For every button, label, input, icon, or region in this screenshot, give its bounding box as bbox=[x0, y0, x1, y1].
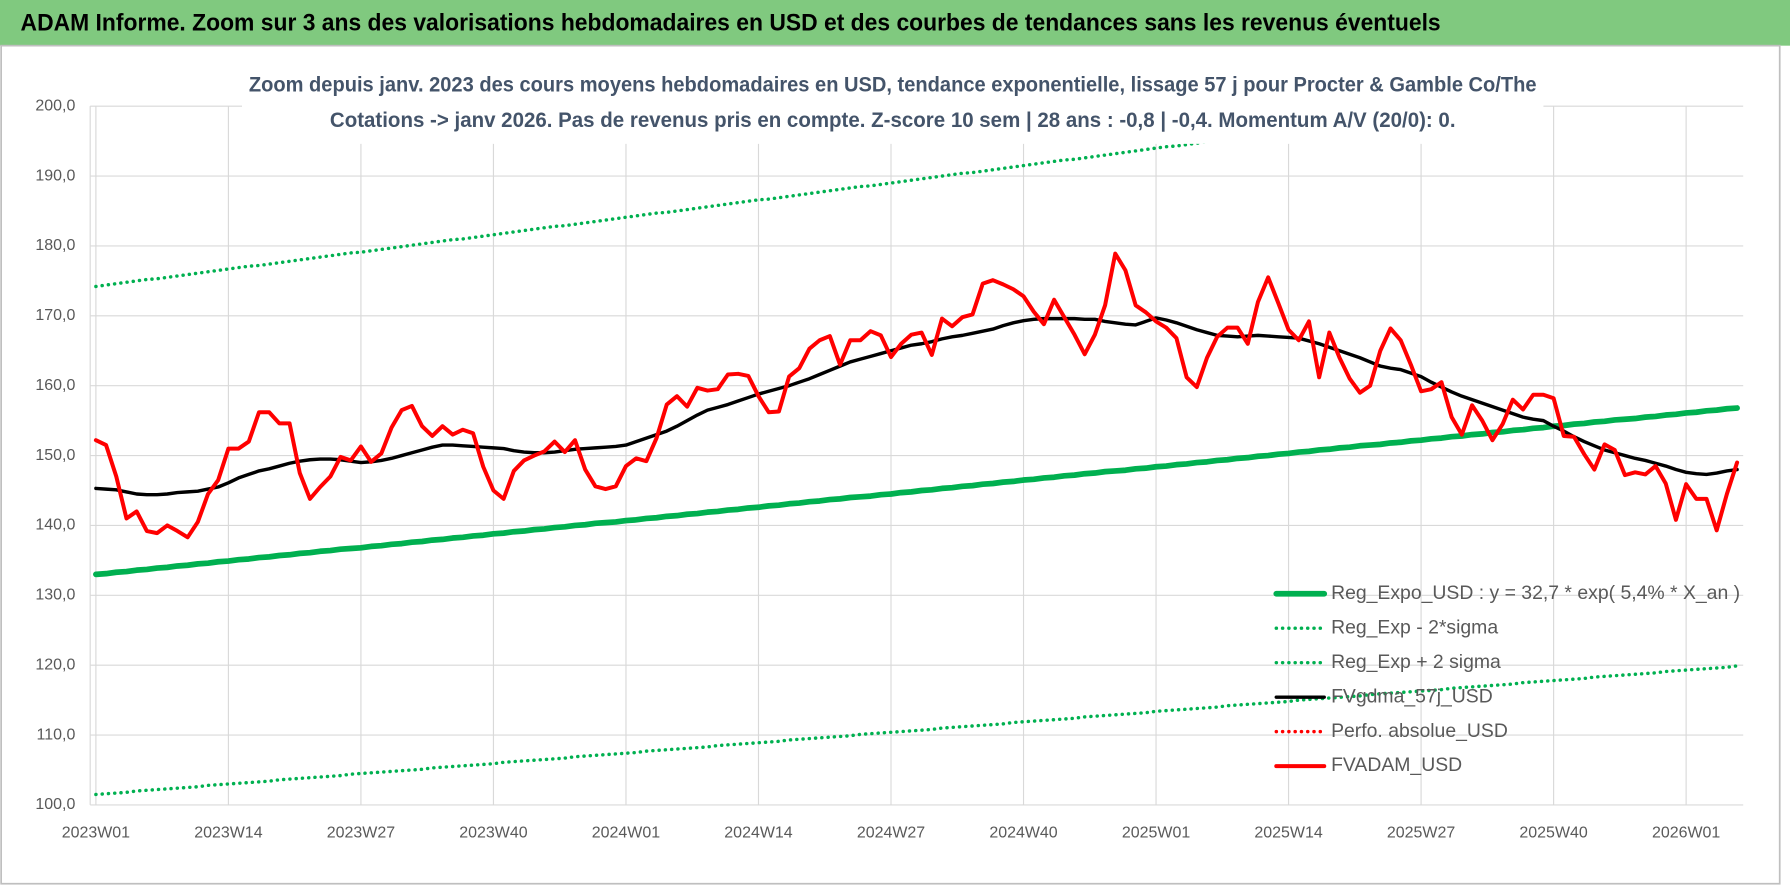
y-tick-label: 200,0 bbox=[35, 97, 75, 114]
legend-label: FVgdma_57j_USD bbox=[1331, 685, 1493, 707]
x-tick-label: 2025W01 bbox=[1122, 825, 1190, 842]
legend-label: Reg_Expo_USD : y = 32,7 * exp( 5,4% * X_… bbox=[1331, 582, 1740, 604]
y-tick-label: 120,0 bbox=[35, 656, 75, 673]
legend-label: FVADAM_USD bbox=[1331, 754, 1462, 776]
title-box bbox=[242, 66, 1544, 144]
y-tick-label: 100,0 bbox=[35, 796, 75, 813]
y-tick-label: 150,0 bbox=[35, 447, 75, 464]
y-tick-label: 180,0 bbox=[35, 237, 75, 254]
x-tick-label: 2025W27 bbox=[1387, 825, 1455, 842]
series-line bbox=[94, 100, 1537, 289]
y-tick-label: 130,0 bbox=[35, 587, 75, 604]
x-tick-label: 2024W40 bbox=[989, 825, 1057, 842]
series-line bbox=[94, 664, 1739, 797]
grid: 100,0 110,0 120,0 130,0 140,0 150,0 160,0 170,0… bbox=[35, 97, 1744, 842]
x-tick-label: 2026W01 bbox=[1652, 825, 1720, 842]
x-tick-label: 2023W27 bbox=[327, 825, 395, 842]
y-tick-label: 160,0 bbox=[35, 377, 75, 394]
y-tick-label: 190,0 bbox=[35, 167, 75, 184]
series-line bbox=[93, 405, 1740, 578]
header-title: ADAM Informe. Zoom sur 3 ans des valoris… bbox=[21, 9, 1441, 36]
x-tick-label: 2024W14 bbox=[724, 825, 792, 842]
y-tick-label: 170,0 bbox=[35, 307, 75, 324]
series-line bbox=[93, 251, 1740, 540]
y-tick-label: 110,0 bbox=[37, 726, 76, 743]
legend-label: Reg_Exp + 2 sigma bbox=[1331, 651, 1501, 673]
chart-border bbox=[0, 44, 1781, 885]
chart-title: Cotations -> janv 2026. Pas de revenus p… bbox=[330, 107, 1456, 132]
x-tick-label: 2023W40 bbox=[459, 825, 527, 842]
x-tick-label: 2025W14 bbox=[1254, 825, 1322, 842]
chart-title: Zoom depuis janv. 2023 des cours moyens … bbox=[249, 71, 1537, 96]
legend-label: Reg_Exp - 2*sigma bbox=[1331, 616, 1498, 638]
x-tick-label: 2023W01 bbox=[62, 825, 130, 842]
x-tick-label: 2024W27 bbox=[857, 825, 925, 842]
y-tick-label: 140,0 bbox=[35, 517, 75, 534]
series-layer bbox=[93, 100, 1740, 797]
x-tick-label: 2024W01 bbox=[592, 825, 660, 842]
x-tick-label: 2023W14 bbox=[194, 825, 262, 842]
x-tick-label: 2025W40 bbox=[1519, 825, 1587, 842]
legend-label: Perfo. absolue_USD bbox=[1331, 720, 1508, 742]
header-band bbox=[0, 0, 1790, 46]
legend: Reg_Expo_USD : y = 32,7 * exp( 5,4% * X_… bbox=[1273, 582, 1740, 776]
